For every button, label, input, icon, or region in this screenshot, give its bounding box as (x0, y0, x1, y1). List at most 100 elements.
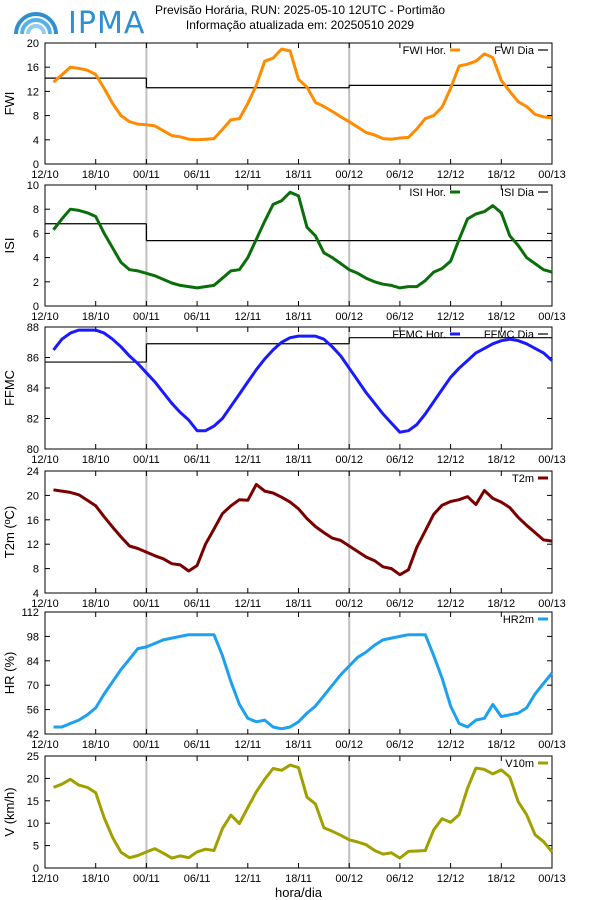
x-tick-label: 18/11 (285, 169, 312, 181)
panel-isi: 0 2 4 6 8 10 12/10 18/10 00/11 06/11 12/11 18/11 00/… (2, 180, 566, 323)
x-tick-label: 12/10 (31, 311, 59, 323)
series-line-hr2m (53, 633, 554, 731)
x-tick-label: 06/12 (386, 169, 414, 181)
y-tick-label: 20 (27, 490, 39, 502)
y-tick-label: 8 (33, 111, 39, 123)
series-line-isi (52, 190, 553, 290)
x-tick-label: 12/10 (31, 873, 59, 885)
y-tick-label: 20 (27, 773, 39, 785)
x-tick-label: 00/12 (335, 739, 363, 751)
x-tick-label: 18/10 (82, 873, 110, 885)
y-tick-label: 10 (27, 818, 39, 830)
y-tick-label: 16 (27, 515, 39, 527)
y-tick-label: 0 (33, 863, 39, 875)
x-tick-label: 18/10 (82, 169, 110, 181)
x-tick-label: 12/12 (437, 873, 465, 885)
x-tick-label: 00/11 (133, 311, 160, 323)
x-tick-label: 18/12 (488, 739, 516, 751)
y-tick-label: 84 (27, 656, 39, 668)
y-tick-label: 4 (33, 253, 39, 265)
y-tick-label: 0 (33, 301, 39, 313)
y-tick-label: 82 (27, 414, 39, 426)
y-tick-label: 98 (27, 631, 39, 643)
header: IPMA Previsão Horária, RUN: 2025-05-10 1… (0, 0, 600, 41)
x-tick-label: 00/11 (133, 169, 160, 181)
y-tick-label: 0 (33, 159, 39, 171)
x-tick-label: 06/12 (386, 598, 414, 610)
x-tick-label: 00/11 (133, 598, 160, 610)
x-tick-label: 18/12 (488, 598, 516, 610)
x-tick-label: 00/12 (335, 873, 363, 885)
x-tick-label: 18/12 (488, 873, 516, 885)
y-axis-label: T2m (ºC) (2, 506, 17, 558)
panel-v10m: 0 5 10 15 20 25 12/10 18/10 00/11 06/11 12/11 18/11… (2, 751, 566, 900)
plot-frame (44, 470, 553, 594)
x-tick-label: 18/10 (82, 739, 110, 751)
y-tick-label: 15 (27, 796, 39, 808)
x-tick-label: 00/13 (538, 454, 566, 466)
y-tick-label: 56 (27, 705, 39, 717)
x-tick-label: 00/13 (538, 739, 566, 751)
chart-title: Previsão Horária, RUN: 2025-05-10 12UTC … (154, 3, 446, 17)
x-tick-label: 06/11 (184, 598, 211, 610)
x-tick-label: 12/12 (437, 598, 465, 610)
series-line-ffmc (52, 328, 554, 434)
x-tick-label: 12/10 (31, 454, 59, 466)
y-tick-label: 8 (33, 204, 39, 216)
y-tick-label: 2 (33, 277, 39, 289)
y-tick-label: 84 (27, 383, 39, 395)
y-tick-label: 16 (27, 62, 39, 74)
y-tick-label: 80 (27, 444, 39, 456)
plot-frame (44, 184, 553, 307)
legend-label: ISI Hor. (409, 187, 446, 199)
x-tick-label: 12/12 (437, 169, 465, 181)
legend-label: ISI Dia (501, 187, 535, 199)
y-tick-label: 20 (27, 38, 39, 50)
y-tick-label: 5 (33, 841, 39, 853)
chart-subtitle: Informação atualizada em: 20250510 2029 (185, 18, 415, 32)
x-tick-label: 18/10 (82, 311, 110, 323)
plot-frame (44, 611, 553, 735)
x-tick-label: 00/12 (335, 598, 363, 610)
y-tick-label: 88 (27, 322, 39, 334)
series-line-v10m (52, 763, 554, 860)
x-tick-label: 00/13 (538, 873, 566, 885)
x-tick-label: 18/12 (488, 454, 516, 466)
ipma-logo: IPMA (10, 4, 144, 41)
panel-t2m: 4 8 12 16 20 24 12/10 18/10 00/11 06/11 12/11 18/11… (2, 466, 566, 610)
x-tick-label: 06/11 (184, 739, 211, 751)
x-tick-label: 00/13 (538, 598, 566, 610)
x-tick-label: 06/12 (386, 873, 414, 885)
x-tick-label: 18/10 (82, 598, 110, 610)
x-tick-label: 06/12 (386, 311, 414, 323)
y-tick-label: 12 (27, 539, 39, 551)
legend-label: FWI Hor. (403, 45, 446, 57)
x-tick-label: 06/12 (386, 454, 414, 466)
x-tick-label: 00/12 (335, 311, 363, 323)
x-tick-label: 00/11 (133, 873, 160, 885)
y-axis-label: V (km/h) (2, 787, 17, 836)
x-tick-label: 12/10 (31, 739, 59, 751)
y-tick-label: 4 (33, 588, 39, 600)
logo-icon (14, 12, 58, 35)
y-tick-label: 8 (33, 564, 39, 576)
x-tick-label: 12/11 (234, 598, 261, 610)
x-tick-label: 12/10 (31, 169, 59, 181)
x-tick-label: 18/12 (488, 311, 516, 323)
x-tick-label: 00/13 (538, 169, 566, 181)
legend-label: FWI Dia (494, 45, 535, 57)
x-tick-label: 00/13 (538, 311, 566, 323)
y-tick-label: 12 (27, 86, 39, 98)
x-tick-label: 00/11 (133, 454, 160, 466)
x-tick-label: 06/11 (184, 454, 211, 466)
y-tick-label: 10 (27, 180, 39, 192)
y-tick-label: 42 (27, 729, 39, 741)
y-tick-label: 112 (21, 607, 39, 619)
panel-fwi: 0 4 8 12 16 20 12/10 18/10 00/11 06/11 12/11 18/11 0… (2, 38, 566, 181)
y-tick-label: 24 (27, 466, 39, 478)
panel-hr2m: 42 56 70 84 98 112 12/10 18/10 00/11 06/11 12/11 18… (2, 607, 566, 751)
x-tick-label: 18/11 (285, 598, 312, 610)
x-tick-label: 06/11 (184, 169, 211, 181)
x-tick-label: 12/11 (234, 311, 261, 323)
